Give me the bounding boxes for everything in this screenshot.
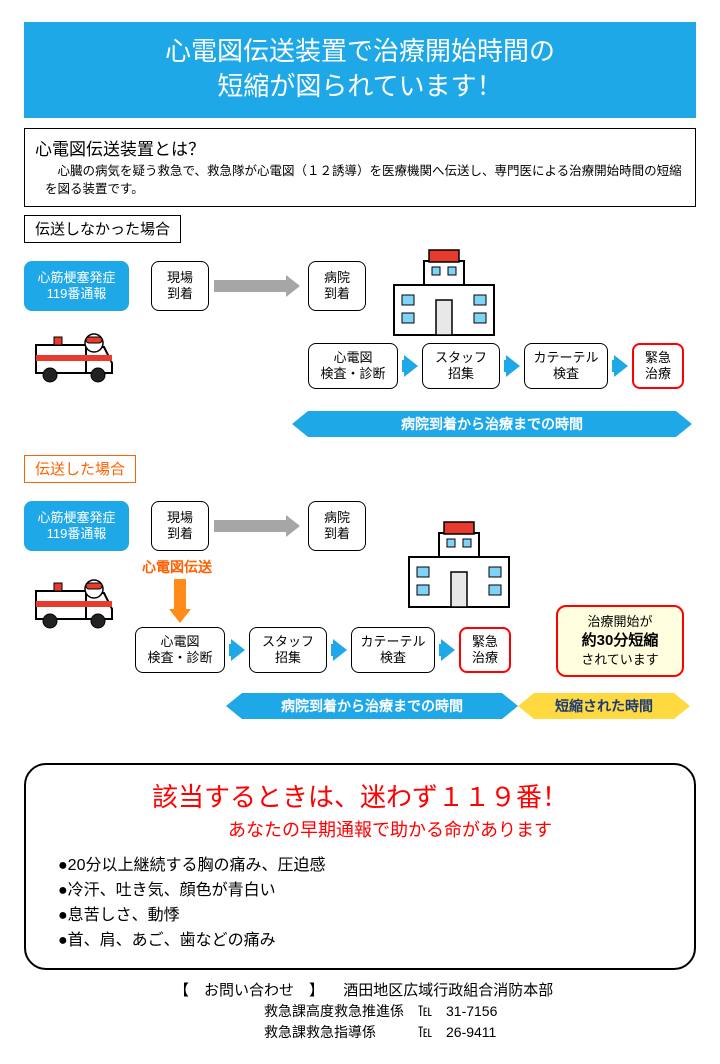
footer-line1: 救急課高度救急推進係 ℡ 31-7156 <box>174 1001 696 1021</box>
node-step2-b: スタッフ 招集 <box>249 627 327 673</box>
arrow-to-hospital-a <box>214 277 300 295</box>
arrow-s3-a <box>612 357 628 375</box>
node-emerg-b: 緊急 治療 <box>459 627 511 673</box>
symptom-2: ●冷汗、吐き気、顔色が青白い <box>58 879 672 904</box>
intro-body: 心臓の病気を疑う救急で、救急隊が心電図（１２誘導）を医療機関へ伝送し、専門医によ… <box>35 162 685 198</box>
intro-box: 心電図伝送装置とは？ 心臓の病気を疑う救急で、救急隊が心電図（１２誘導）を医療機… <box>24 128 696 207</box>
cta-list: ●20分以上継続する胸の痛み、圧迫感 ●冷汗、吐き気、顔色が青白い ●息苦しさ、… <box>48 854 672 953</box>
cta-subtitle: あなたの早期通報で助かる命があります <box>48 816 672 842</box>
scenario-a-flow: 心筋梗塞発症 119番通報 現場 到着 病院 到着 心電図 検査・診断 スタッフ… <box>24 247 696 447</box>
footer-contact-label: 【 お問い合わせ 】 <box>174 982 324 999</box>
scenario-b-flow: 心筋梗塞発症 119番通報 現場 到着 病院 到着 心電図伝送 心電図 検査・診… <box>24 487 696 747</box>
cta-title: 該当するときは、迷わず１１９番！ <box>48 777 672 814</box>
footer: 【 お問い合わせ 】 酒田地区広域行政組合消防本部 救急課高度救急推進係 ℡ 3… <box>24 980 696 1042</box>
intro-title: 心電図伝送装置とは？ <box>35 135 685 160</box>
symptom-4: ●首、肩、あご、歯などの痛み <box>58 929 672 954</box>
callout-shorten: 治療開始が 約30分短縮 されています <box>556 605 684 676</box>
node-onset-b: 心筋梗塞発症 119番通報 <box>24 501 129 551</box>
symptom-1: ●20分以上継続する胸の痛み、圧迫感 <box>58 854 672 879</box>
arrow-s2-a <box>504 357 520 375</box>
header-line2: 短縮が図られています！ <box>32 69 688 104</box>
timebar-b: 病院到着から治療までの時間 <box>226 693 518 719</box>
node-scene-a: 現場 到着 <box>151 261 209 311</box>
scenario-a-label: 伝送しなかった場合 <box>24 215 181 243</box>
header-line1: 心電図伝送装置で治療開始時間の <box>32 34 688 69</box>
node-hospital-a: 病院 到着 <box>308 261 366 311</box>
arrow-to-hospital-b <box>214 517 300 535</box>
node-step1-b: 心電図 検査・診断 <box>135 627 225 673</box>
ambulance-icon-b <box>30 573 120 633</box>
hospital-icon-a <box>384 245 504 340</box>
arrow-transmit <box>171 579 189 623</box>
footer-org: 酒田地区広域行政組合消防本部 <box>343 982 553 999</box>
node-onset-a: 心筋梗塞発症 119番通報 <box>24 261 129 311</box>
node-step3-a: カテーテル 検査 <box>524 343 608 389</box>
arrow-s1-a <box>402 357 418 375</box>
node-step2-a: スタッフ 招集 <box>422 343 500 389</box>
hospital-icon-b <box>399 517 519 612</box>
symptom-3: ●息苦しさ、動悸 <box>58 904 672 929</box>
node-emerg-a: 緊急 治療 <box>632 343 684 389</box>
savedbar-b: 短縮された時間 <box>518 693 690 719</box>
header-banner: 心電図伝送装置で治療開始時間の 短縮が図られています！ <box>24 22 696 118</box>
node-step1-a: 心電図 検査・診断 <box>308 343 398 389</box>
node-hospital-b: 病院 到着 <box>308 501 366 551</box>
transmit-label: 心電図伝送 <box>142 557 212 577</box>
arrow-s3-b <box>439 641 455 659</box>
arrow-s2-b <box>331 641 347 659</box>
scenario-b-label: 伝送した場合 <box>24 455 136 483</box>
arrow-s1-b <box>229 641 245 659</box>
node-step3-b: カテーテル 検査 <box>351 627 435 673</box>
cta-box: 該当するときは、迷わず１１９番！ あなたの早期通報で助かる命があります ●20分… <box>24 763 696 969</box>
footer-line2: 救急課救急指導係 ℡ 26-9411 <box>174 1022 696 1042</box>
timebar-a: 病院到着から治療までの時間 <box>292 411 692 437</box>
ambulance-icon-a <box>30 327 120 387</box>
node-scene-b: 現場 到着 <box>151 501 209 551</box>
